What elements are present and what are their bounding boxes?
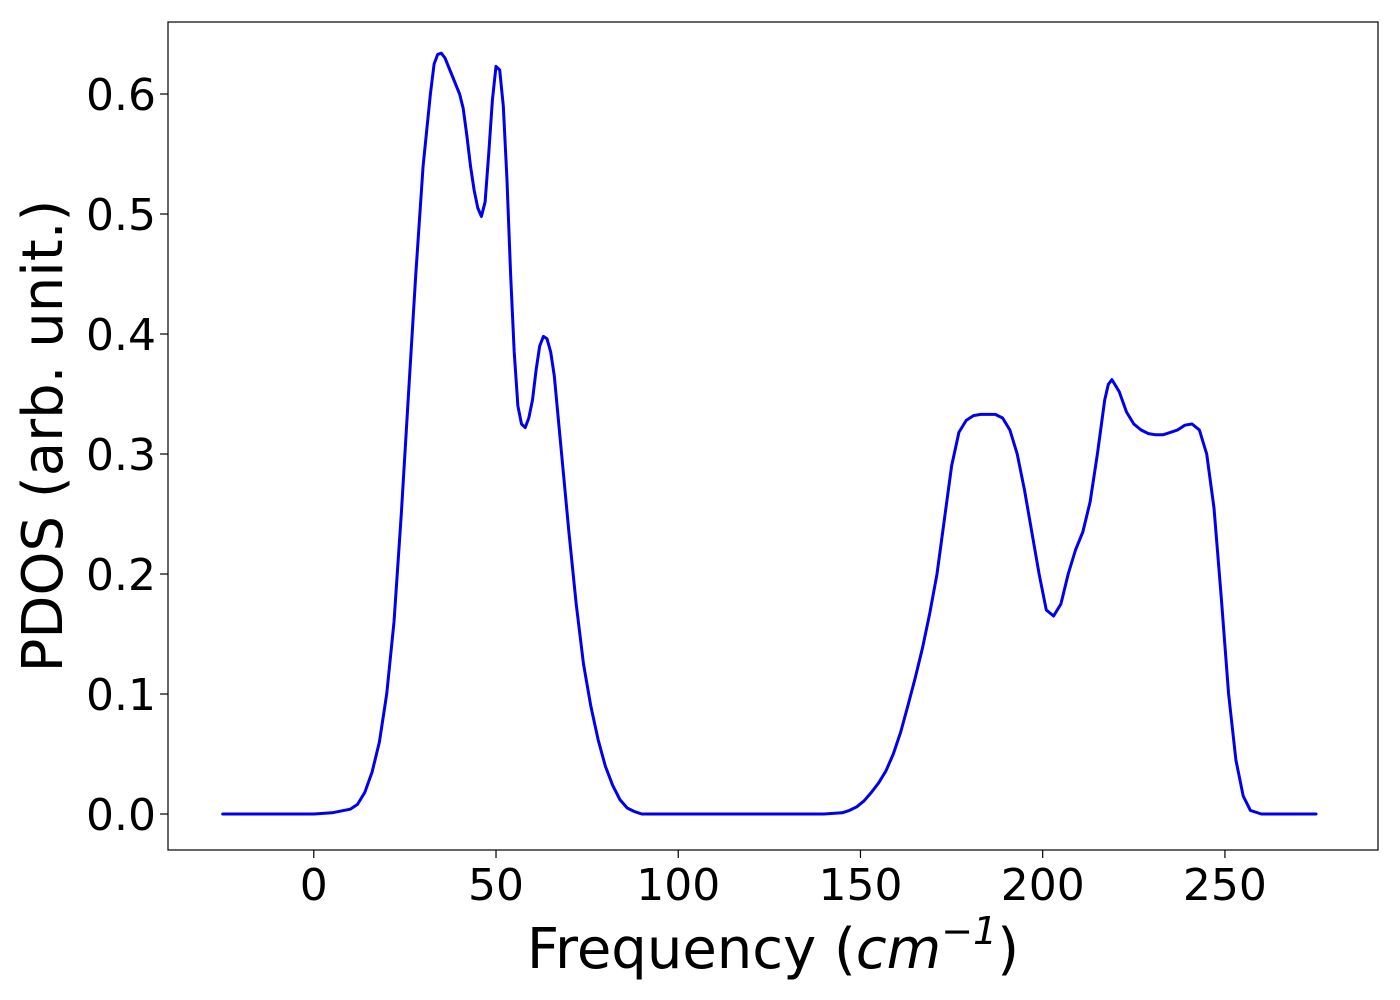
x-axis-label-unit: cm xyxy=(856,917,941,982)
y-tick-label: 0.1 xyxy=(86,670,156,721)
x-axis-ticks: 0 50 100 150 200 250 xyxy=(300,850,1267,911)
plot-area xyxy=(167,21,1379,851)
x-axis-label-close: ) xyxy=(997,917,1019,982)
y-tick-label: 0.2 xyxy=(86,550,156,601)
x-tick-label: 0 xyxy=(300,860,328,911)
x-axis-label: Frequency (cm−1) xyxy=(527,909,1019,982)
y-tick-label: 0.5 xyxy=(86,190,156,241)
x-tick-label: 150 xyxy=(818,860,902,911)
x-tick-label: 50 xyxy=(468,860,524,911)
x-tick-label: 100 xyxy=(636,860,720,911)
x-axis-label-exponent: −1 xyxy=(941,909,997,953)
y-axis-label: PDOS (arb. unit.) xyxy=(11,200,76,673)
pdos-series-line xyxy=(221,51,1318,816)
x-tick-label: 250 xyxy=(1183,860,1267,911)
y-tick-label: 0.4 xyxy=(86,310,156,361)
y-tick-label: 0.3 xyxy=(86,430,156,481)
y-tick-label: 0.6 xyxy=(86,70,156,121)
x-tick-label: 200 xyxy=(1001,860,1085,911)
y-axis-ticks: 0.0 0.1 0.2 0.3 0.4 0.5 0.6 xyxy=(86,70,168,841)
x-axis-label-text: Frequency ( xyxy=(527,917,856,982)
y-tick-label: 0.0 xyxy=(86,790,156,841)
